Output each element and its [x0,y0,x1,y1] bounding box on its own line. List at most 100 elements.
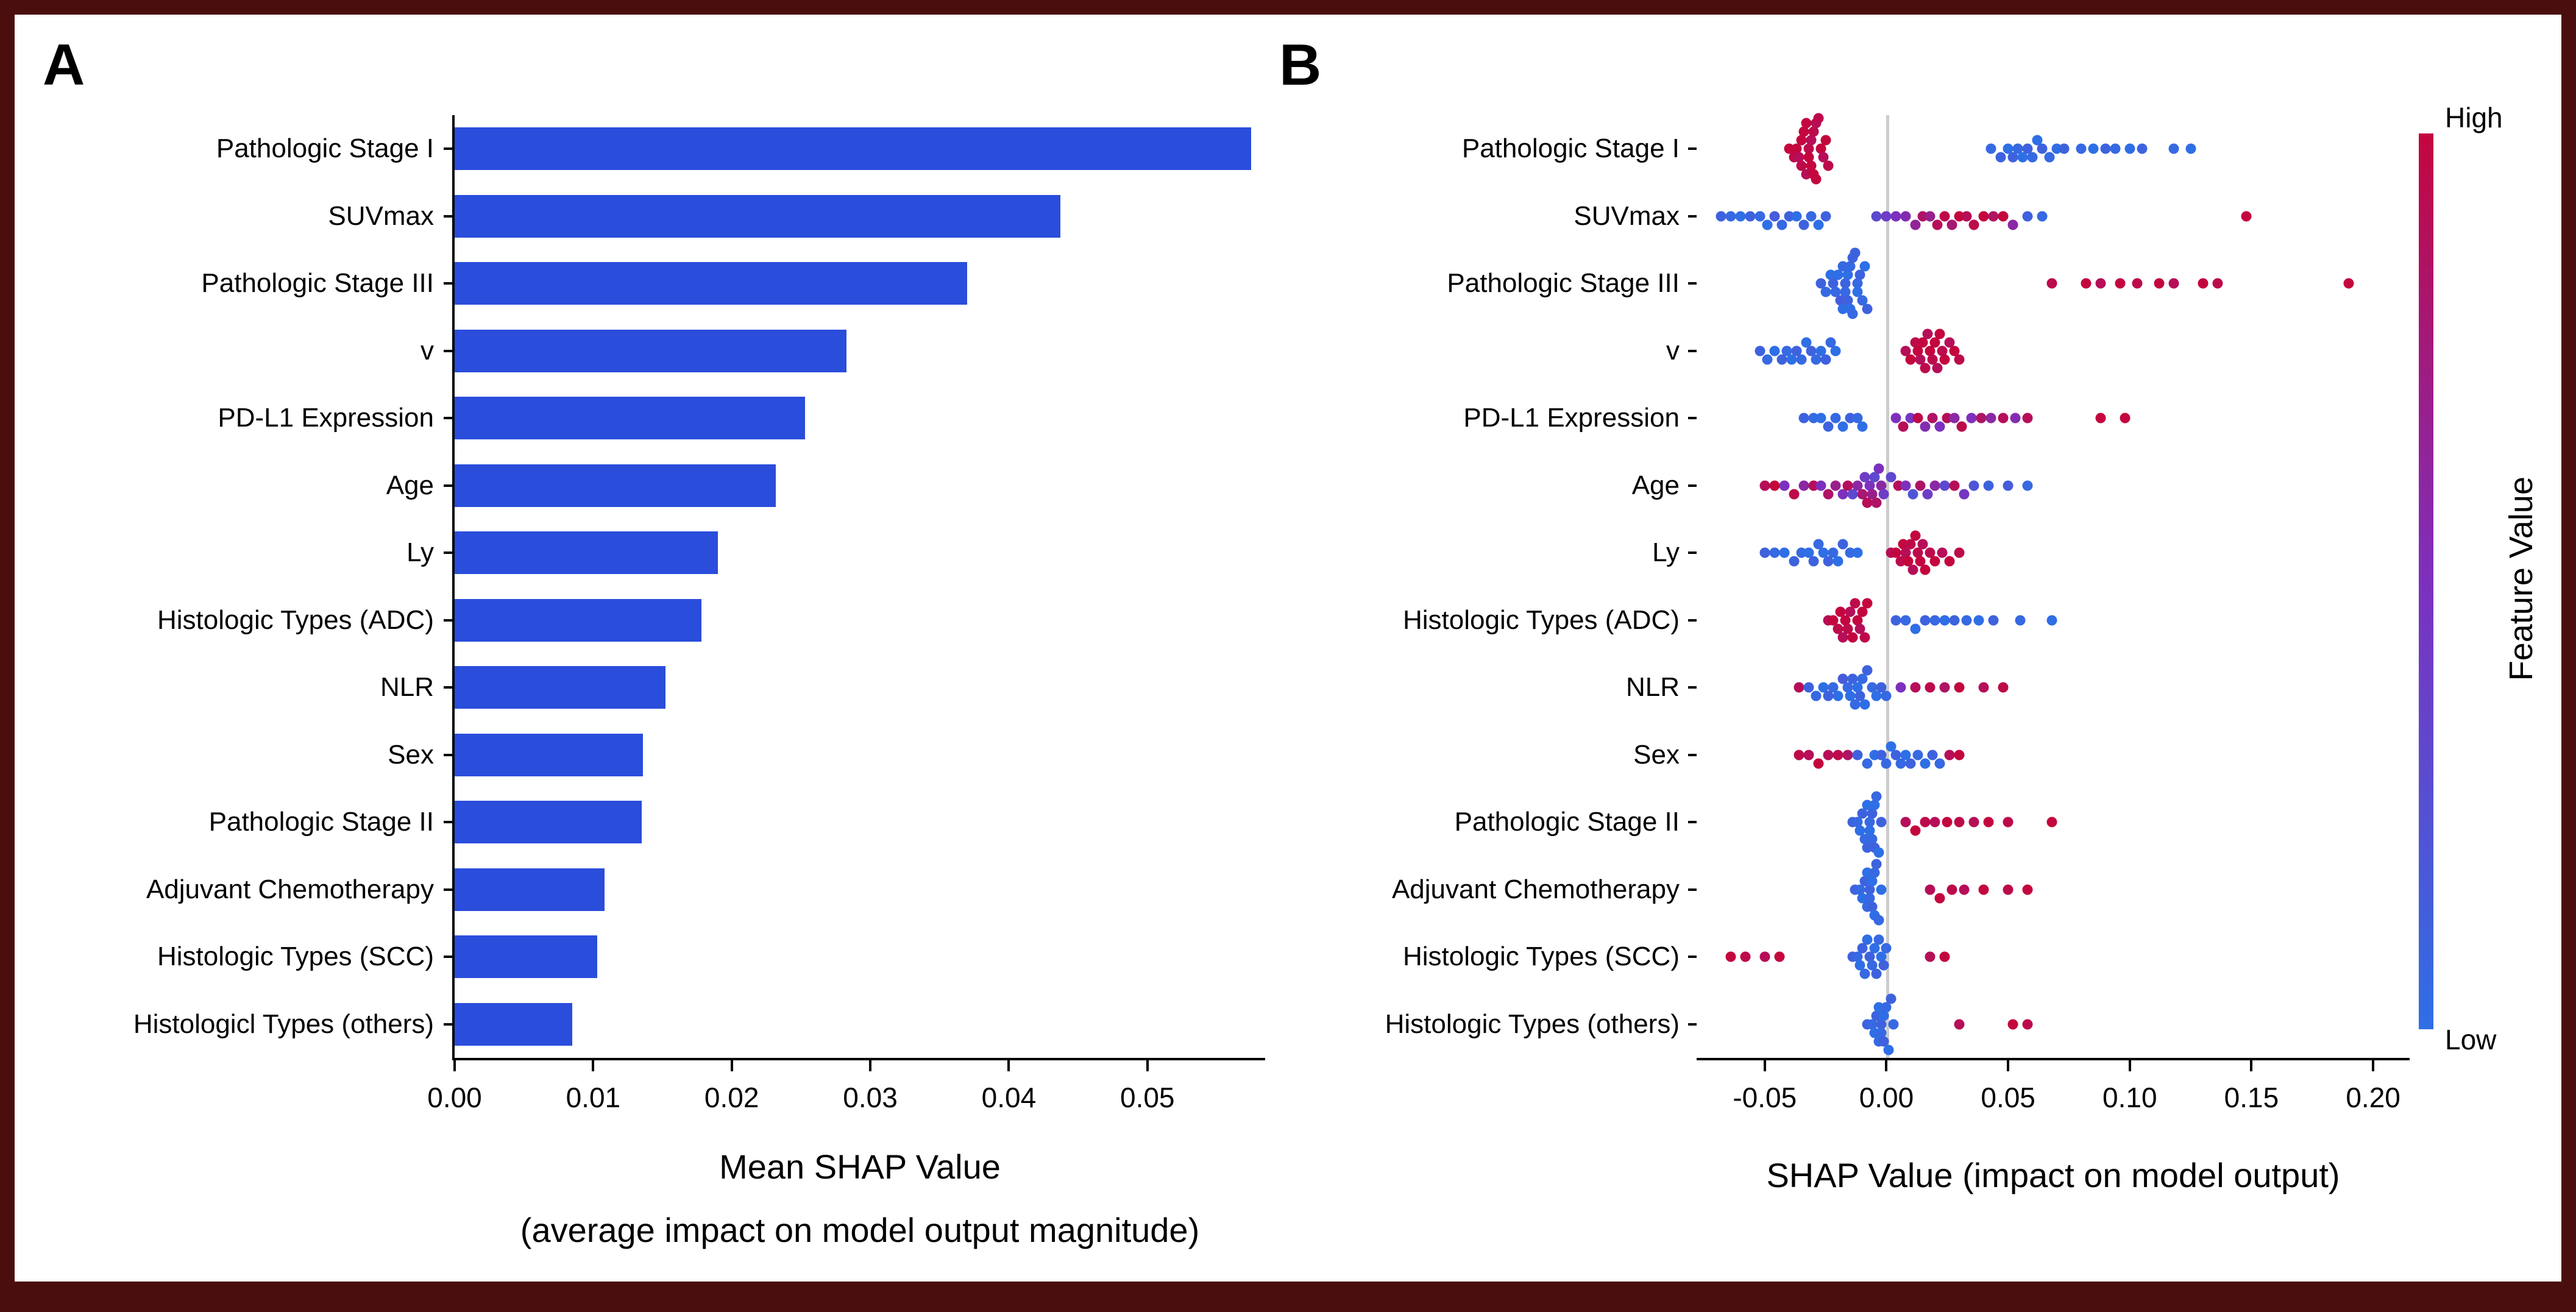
shap-point [1871,690,1882,701]
shap-point [1803,750,1814,761]
shap-point [1920,363,1931,374]
shap-point [1837,632,1848,643]
shap-point [1968,817,1979,828]
shap-point [1735,211,1746,222]
shap-point [1806,135,1817,146]
shap-point [1828,278,1839,289]
shap-point [1985,143,1996,154]
shap-point [1886,741,1897,752]
shap-point [1920,615,1931,626]
panel-a-y-tick [444,888,452,891]
shap-point [1920,421,1931,432]
shap-point [1815,480,1826,491]
shap-point [1932,363,1943,374]
panel-a-category-label: NLR [380,672,434,703]
shap-point [1917,539,1928,550]
shap-point [1864,884,1875,895]
panel-b-y-tick [1688,956,1697,959]
shap-point [1759,547,1770,558]
shap-point [1823,556,1834,567]
shap-point [1815,143,1826,154]
shap-point [1976,413,1987,424]
shap-point [1937,346,1948,356]
shap-point [1876,1027,1887,1038]
panel-b-y-tick [1688,888,1697,891]
panel-a-letter: A [43,32,85,98]
shap-point [1867,960,1877,971]
shap-mean-bar [455,397,806,440]
shap-point [1791,346,1802,356]
shap-point [1878,489,1889,500]
shap-point [1854,884,1865,895]
shap-point [1876,951,1887,962]
shap-point [1813,219,1824,230]
shap-point [1840,286,1851,297]
shap-point [1854,623,1865,634]
shap-point [1828,547,1839,558]
shap-point [1847,632,1858,643]
shap-point [1857,295,1868,306]
shap-point [1939,354,1950,365]
shap-point [1871,968,1882,979]
shap-point [1835,606,1846,617]
shap-point [1925,346,1936,356]
shap-point [1912,413,1923,424]
panel-b-category-label: Pathologic Stage II [1454,807,1680,837]
shap-point [2012,143,2023,154]
shap-point [1925,211,1936,222]
shap-point [1968,219,1979,230]
panel-a-category-label: Ly [406,537,434,568]
shap-point [1959,489,1970,500]
shap-point [1869,472,1879,483]
panel-b-x-tick [1885,1060,1888,1071]
shap-point [1828,682,1839,693]
shap-point [1794,152,1804,163]
shap-point [1857,808,1868,819]
shap-point [1833,623,1843,634]
shap-point [1823,750,1834,761]
shap-point [1869,800,1879,810]
shap-point [1890,547,1901,558]
shap-point [1755,211,1765,222]
shap-point [1873,463,1884,474]
shap-point [1762,219,1773,230]
shap-point [2003,143,2014,154]
shap-point [1905,539,1916,550]
shap-point [1946,219,1957,230]
shap-point [1878,1036,1889,1047]
shap-point [1998,211,2009,222]
shap-point [1796,135,1807,146]
shap-point [2037,211,2048,222]
panel-b-x-tick-label: 0.15 [2224,1082,2279,1113]
panel-a-x-tick-label: 0.00 [427,1082,482,1113]
shap-point [1847,308,1858,319]
shap-point [1873,847,1884,858]
shap-point [1932,219,1943,230]
shap-point [1769,480,1780,491]
shap-point [1927,750,1938,761]
shap-point [1878,960,1889,971]
shap-point [1823,421,1834,432]
shap-point [1920,758,1931,769]
shap-point [2212,278,2223,289]
shap-point [1852,615,1863,626]
panel-a-category-label: Pathologic Stage I [216,133,434,164]
shap-point [1876,817,1887,828]
shap-point [1864,825,1875,836]
shap-point [1954,682,1965,693]
shap-point [1961,615,1972,626]
panel-b-y-tick [1688,484,1697,487]
shap-point [1845,606,1856,617]
shap-mean-bar [455,531,718,575]
shap-point [2095,413,2106,424]
panel-b-category-label: Pathologic Stage III [1447,268,1680,299]
shap-point [1937,547,1948,558]
shap-point [2022,211,2033,222]
shap-point [1985,413,1996,424]
shap-point [1803,682,1814,693]
shap-mean-bar [455,801,642,844]
panel-a-y-tick [444,147,452,151]
shap-point [1983,480,1994,491]
shap-point [2124,143,2135,154]
